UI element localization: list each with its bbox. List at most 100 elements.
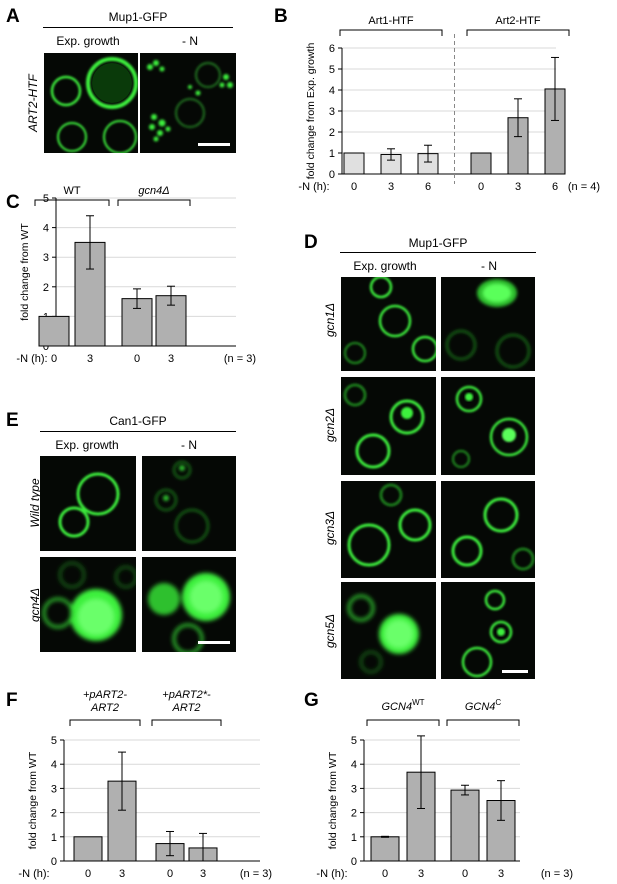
panel-a-letter: A [6,6,20,27]
chart-g-n-label: (n = 3) [541,868,573,880]
panel-g-letter: G [304,690,319,711]
panel-e-title: Can1-GFP [109,414,167,428]
micrograph-a-exp [44,53,138,153]
micrograph-d-gcn3-minusn [441,481,535,578]
chart-b: 0 1 2 3 4 5 6 fold change from Exp. growth 0 3 6 0 3… [298,15,600,193]
panel-a-col-exp: Exp. growth [56,34,120,48]
panel-c-letter: C [6,192,20,213]
chart-g-ytick-label-1: 1 [351,832,357,844]
chart-b-ytick-label-1: 1 [329,148,335,160]
panel-e-title-rule [40,431,236,432]
panel-d-col-exp: Exp. growth [353,259,417,273]
panel-d-title-rule [340,252,536,253]
chart-g-xlabel: -N (h): [316,868,347,880]
panel-e-col-minusn: - N [181,438,197,452]
panel-d-letter: D [304,232,318,253]
chart-b-ytick-label-2: 2 [329,127,335,139]
chart-f-xlabel: -N (h): [18,868,49,880]
panel-e-scale-bar [198,641,230,644]
chart-g-ylabel: fold change from WT [327,751,339,849]
panel-b-letter: B [274,6,288,27]
chart-b-ytick-label-0: 0 [329,169,335,181]
panel-d-row-gcn5: gcn5Δ [323,613,337,649]
panel-e-col-exp: Exp. growth [55,438,119,452]
chart-b-ylabel: fold change from Exp. growth [305,43,317,180]
chart-c-group-label-0: WT [63,185,80,197]
chart-f-group-bracket-0 [69,719,141,726]
micrograph-e-gcn4-minusn [142,557,236,652]
panel-d-title: Mup1-GFP [408,236,468,250]
chart-g-group-bracket-1 [446,719,520,726]
chart-c-group-bracket-1 [117,199,191,206]
chart-b-xtick-label-3: 0 [478,181,484,193]
chart-g-group-label-1: GCN4C [465,698,502,713]
chart-c-ylabel: fold change from WT [19,223,31,321]
chart-g-bar-0 [370,836,400,862]
chart-b-xtick-label-2: 6 [425,181,431,193]
chart-c-ytick-label-5: 5 [43,193,49,205]
panel-a-col-minusn: - N [182,34,198,48]
chart-g-xtick-label-1: 3 [418,868,424,880]
panel-d-row-gcn1: gcn1Δ [323,302,337,338]
panel-a-title: Mup1-GFP [108,10,168,24]
chart-f-group-label-0: +pART2-ART2 [83,689,127,714]
chart-b-xtick-label-4: 3 [515,181,521,193]
micrograph-e-gcn4-exp [40,557,136,652]
panel-a-title-rule [43,27,233,28]
panel-f-letter: F [6,690,18,711]
chart-b-bar-0 [343,152,365,175]
chart-c-ytick-label-2: 2 [43,282,49,294]
chart-g-xtick-label-2: 0 [462,868,468,880]
chart-b-ytick-label-4: 4 [329,85,335,97]
micrograph-d-gcn2-exp [341,377,436,475]
panel-a-row-label: ART2-HTF [26,74,40,132]
micrograph-a-minusn [140,53,236,153]
chart-f-ytick-label-1: 1 [51,832,57,844]
panel-e-letter: E [6,410,19,431]
micrograph-d-gcn5-minusn [441,582,535,679]
chart-f-ytick-label-5: 5 [51,735,57,747]
chart-b-n-label: (n = 4) [568,181,600,193]
chart-b-xtick-label-0: 0 [351,181,357,193]
chart-c-xlabel: -N (h): [16,353,47,365]
chart-b-group-label-0: Art1-HTF [368,15,414,27]
panel-a-scale-bar [198,143,230,146]
chart-b-bar-3 [470,152,492,175]
chart-f-ytick-label-4: 4 [51,759,57,771]
chart-g-ytick-label-2: 2 [351,808,357,820]
micrograph-d-gcn1-exp [341,277,436,371]
chart-c-ytick-label-4: 4 [43,223,49,235]
chart-g-group-label-0: GCN4WT [382,698,425,713]
chart-f-xtick-label-2: 0 [167,868,173,880]
chart-c-n-label: (n = 3) [224,353,256,365]
micrograph-d-gcn1-minusn [441,277,535,371]
chart-c-xtick-label-0: 0 [51,353,57,365]
micrograph-e-wt-exp [40,456,136,551]
chart-g-ytick-label-0: 0 [351,856,357,868]
chart-c-bar-0 [38,315,70,347]
micrograph-e-wt-minusn [142,456,236,551]
panel-d-scale-bar [502,670,528,673]
chart-g-xtick-label-3: 3 [498,868,504,880]
chart-g-xtick-label-0: 0 [382,868,388,880]
chart-g-bar-2 [450,789,480,862]
chart-f-ytick-label-2: 2 [51,808,57,820]
chart-c-ytick-label-3: 3 [43,252,49,264]
chart-c-group-label-1: gcn4Δ [138,185,169,197]
chart-f: 0 1 2 3 4 5 fold change from WT 0 3 0 3 -N (h): (n =… [18,689,272,880]
chart-b-ytick-label-6: 6 [329,43,335,55]
chart-f-n-label: (n = 3) [240,868,272,880]
chart-f-xtick-label-1: 3 [119,868,125,880]
chart-b-xtick-label-1: 3 [388,181,394,193]
chart-b-group-bracket-0 [339,29,443,36]
chart-b-xtick-label-5: 6 [552,181,558,193]
chart-f-ytick-label-3: 3 [51,783,57,795]
panel-d-row-gcn2: gcn2Δ [323,407,337,443]
chart-c-xtick-label-2: 0 [134,353,140,365]
chart-g-ytick-label-3: 3 [351,783,357,795]
chart-c-xtick-label-3: 3 [168,353,174,365]
chart-f-xtick-label-0: 0 [85,868,91,880]
micrograph-d-gcn5-exp [341,582,436,679]
panel-d-col-minusn: - N [481,259,497,273]
